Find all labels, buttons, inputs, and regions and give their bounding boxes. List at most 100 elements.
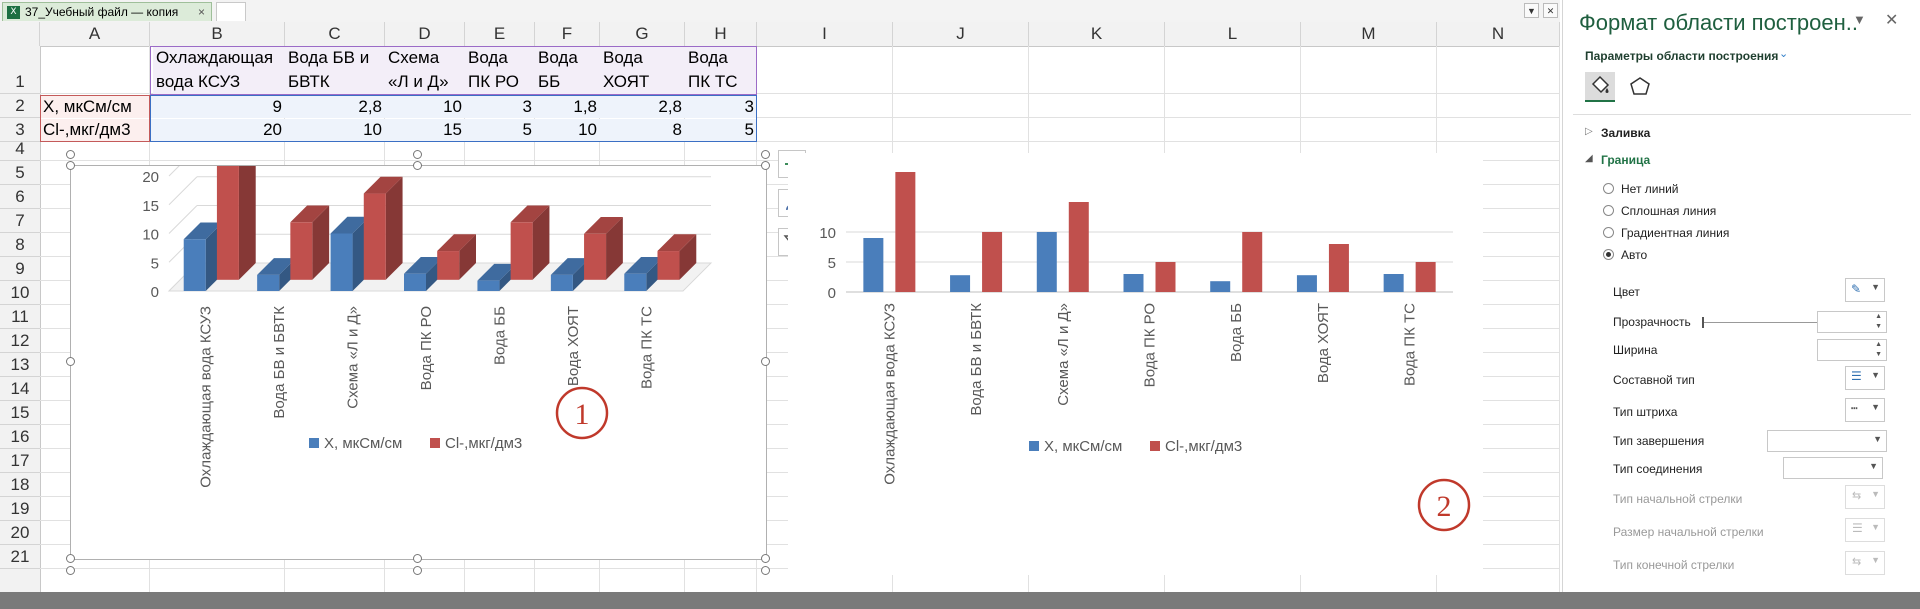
chart-3d-column[interactable]: 0 5 10 15 20 Охлаждающая вода КСУЗ Вода БВ и Б… [70, 147, 767, 560]
resize-handle[interactable] [761, 150, 770, 159]
expanded-arrow-icon[interactable]: ◢ [1585, 153, 1593, 164]
row-header[interactable]: 1 [0, 46, 40, 94]
section-fill[interactable]: Заливка [1601, 126, 1651, 140]
resize-handle[interactable] [66, 161, 75, 170]
table-header-cell[interactable]: Схема «Л и Д» [385, 46, 465, 94]
row-label-cell[interactable]: Cl-,мкг/дм3 [40, 119, 150, 141]
radio-label[interactable]: Сплошная линия [1621, 204, 1717, 218]
close-window-icon[interactable]: ✕ [1543, 3, 1558, 18]
value-cell[interactable]: 20 [150, 119, 285, 141]
value-cell[interactable]: 9 [150, 96, 285, 118]
value-cell[interactable]: 2,8 [600, 96, 685, 118]
row-header[interactable]: 20 [0, 521, 40, 545]
table-header-cell[interactable]: Вода ПК ТС [685, 46, 757, 94]
collapsed-arrow-icon[interactable]: ▷ [1585, 126, 1593, 137]
tab-list-dropdown-icon[interactable]: ▼ [1524, 3, 1539, 18]
row-header[interactable]: 14 [0, 377, 40, 401]
file-tab[interactable]: X 37_Учебный файл — копия × [2, 2, 212, 21]
resize-handle[interactable] [66, 357, 75, 366]
column-header[interactable]: B [150, 22, 285, 46]
spin-down-icon[interactable]: ▼ [1875, 351, 1882, 358]
radio-label[interactable]: Авто [1621, 248, 1648, 262]
value-cell[interactable]: 5 [465, 119, 535, 141]
column-header[interactable]: J [893, 22, 1029, 46]
column-header[interactable]: H [685, 22, 757, 46]
column-header[interactable]: D [385, 22, 465, 46]
row-header[interactable]: 6 [0, 185, 40, 209]
resize-handle[interactable] [413, 554, 422, 563]
radio-auto[interactable] [1603, 249, 1614, 260]
join-type-dropdown[interactable]: ▼ [1783, 457, 1883, 479]
value-cell[interactable]: 3 [685, 96, 757, 118]
column-header[interactable]: E [465, 22, 535, 46]
row-header[interactable]: 5 [0, 161, 40, 185]
column-header[interactable]: N [1437, 22, 1560, 46]
row-header[interactable]: 4 [0, 139, 40, 161]
cap-type-dropdown[interactable]: ▼ [1767, 430, 1887, 452]
row-header[interactable]: 8 [0, 233, 40, 257]
spin-down-icon[interactable]: ▼ [1875, 323, 1882, 330]
row-header[interactable]: 21 [0, 545, 40, 569]
new-tab-button[interactable] [216, 2, 246, 21]
resize-handle[interactable] [66, 554, 75, 563]
row-header[interactable]: 3 [0, 118, 40, 142]
chart-2d-column[interactable]: 0 5 10 Охлаждающая вода КСУЗ Вода БВ и БВТК С… [788, 153, 1483, 575]
value-cell[interactable]: 3 [465, 96, 535, 118]
row-header[interactable]: 2 [0, 94, 40, 118]
table-header-cell[interactable]: Вода ХОЯТ [600, 46, 685, 94]
table-header-cell[interactable]: Вода БВ и БВТК [285, 46, 385, 94]
table-header-cell[interactable]: Вода ПК РО [465, 46, 535, 94]
spin-up-icon[interactable]: ▲ [1875, 341, 1882, 348]
fill-line-tab[interactable] [1585, 72, 1615, 102]
pane-close-icon[interactable]: ✕ [1885, 12, 1899, 29]
close-tab-icon[interactable]: × [197, 5, 205, 19]
resize-handle[interactable] [761, 566, 770, 575]
column-header[interactable]: K [1029, 22, 1165, 46]
value-cell[interactable]: 15 [385, 119, 465, 141]
row-header[interactable]: 17 [0, 449, 40, 473]
row-header[interactable]: 16 [0, 425, 40, 449]
value-cell[interactable]: 1,8 [535, 96, 600, 118]
value-cell[interactable]: 10 [285, 119, 385, 141]
pane-options-chevron-icon[interactable]: ▼ [1853, 12, 1866, 27]
row-header[interactable]: 18 [0, 473, 40, 497]
resize-handle[interactable] [66, 150, 75, 159]
value-cell[interactable]: 10 [385, 96, 465, 118]
radio-label[interactable]: Градиентная линия [1621, 226, 1730, 240]
column-header[interactable]: I [757, 22, 893, 46]
value-cell[interactable]: 5 [685, 119, 757, 141]
column-header[interactable]: A [40, 22, 150, 46]
column-header[interactable]: C [285, 22, 385, 46]
resize-handle[interactable] [66, 566, 75, 575]
radio-no-line[interactable] [1603, 183, 1614, 194]
resize-handle[interactable] [761, 554, 770, 563]
row-header[interactable]: 7 [0, 209, 40, 233]
compound-type-dropdown[interactable]: ☰ ▼ [1845, 366, 1885, 390]
slider-thumb[interactable] [1702, 317, 1704, 328]
effects-tab[interactable] [1625, 72, 1655, 102]
select-all-corner[interactable] [0, 22, 40, 46]
resize-handle[interactable] [761, 357, 770, 366]
table-header-cell[interactable]: Охлаждающая вода КСУЗ [150, 46, 285, 94]
radio-gradient-line[interactable] [1603, 227, 1614, 238]
row-header[interactable]: 19 [0, 497, 40, 521]
row-header[interactable]: 10 [0, 281, 40, 305]
value-cell[interactable]: 2,8 [285, 96, 385, 118]
column-header[interactable]: L [1165, 22, 1301, 46]
column-header[interactable]: F [535, 22, 600, 46]
value-cell[interactable]: 8 [600, 119, 685, 141]
row-label-cell[interactable]: X, мкСм/см [40, 96, 150, 118]
column-header[interactable]: M [1301, 22, 1437, 46]
table-header-cell[interactable]: Вода ББ [535, 46, 600, 94]
spin-up-icon[interactable]: ▲ [1875, 313, 1882, 320]
row-header[interactable]: 13 [0, 353, 40, 377]
resize-handle[interactable] [761, 161, 770, 170]
transparency-spinner[interactable]: ▲ ▼ [1817, 311, 1887, 333]
resize-handle[interactable] [413, 150, 422, 159]
section-border[interactable]: Граница [1601, 153, 1651, 167]
radio-solid-line[interactable] [1603, 205, 1614, 216]
transparency-slider[interactable] [1703, 322, 1833, 323]
row-header[interactable]: 9 [0, 257, 40, 281]
pane-subtitle[interactable]: Параметры области построения [1585, 49, 1779, 63]
column-header[interactable]: G [600, 22, 685, 46]
